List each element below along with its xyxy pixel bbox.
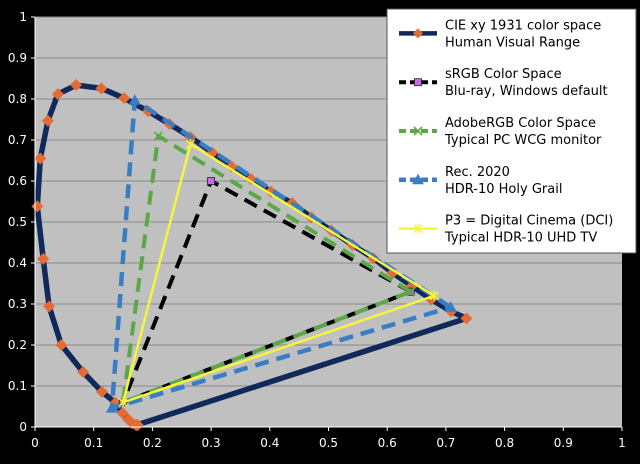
legend: CIE xy 1931 color space Human Visual Rang… (386, 8, 637, 254)
data-point (413, 223, 423, 234)
y-tick-label: 0.4 (8, 256, 27, 270)
data-point (55, 339, 68, 351)
legend-entry-4: P3 = Digital Cinema (DCI) Typical HDR-10 … (399, 214, 613, 246)
legend-label-line: Typical PC WCG monitor (444, 133, 602, 148)
data-point (412, 173, 424, 185)
legend-label-line: Human Visual Range (445, 35, 580, 50)
legend-label-line: AdobeRGB Color Space (445, 116, 596, 131)
data-point (43, 300, 56, 313)
data-point (118, 92, 131, 105)
data-point (41, 114, 54, 127)
data-point (105, 402, 118, 413)
x-tick-label: 0.8 (495, 436, 514, 450)
data-point (460, 312, 473, 325)
x-tick-label: 0 (31, 436, 39, 450)
series-line (121, 142, 435, 404)
data-point (207, 177, 216, 185)
data-point (122, 413, 135, 426)
x-tick-label: 0.6 (378, 436, 397, 450)
legend-entry-2: AdobeRGB Color Space Typical PC WCG monit… (399, 116, 602, 148)
data-point (37, 252, 50, 265)
data-point (95, 82, 108, 95)
data-point (186, 139, 196, 150)
series-line (109, 97, 452, 411)
x-tick-label: 0.3 (202, 436, 221, 450)
y-tick-label: 1 (19, 10, 27, 24)
data-point (429, 290, 439, 301)
data-point (95, 385, 108, 398)
data-point (51, 88, 64, 101)
legend-label-line: Rec. 2020 (445, 165, 510, 180)
x-tick-label: 0.7 (436, 436, 455, 450)
data-point (31, 200, 44, 213)
data-point (153, 131, 163, 141)
series-line (121, 179, 412, 405)
y-tick-label: 0.5 (8, 215, 27, 229)
y-tick-label: 0.8 (8, 92, 27, 106)
data-point (444, 301, 457, 312)
legend-entry-0: CIE xy 1931 color space Human Visual Rang… (399, 18, 601, 50)
data-point (406, 287, 416, 297)
data-point (131, 418, 144, 431)
legend-entry-3: Rec. 2020 HDR-10 Holy Grail (399, 165, 562, 197)
y-tick-label: 0.7 (8, 133, 27, 147)
x-tick-label: 0.9 (554, 436, 573, 450)
data-point-stroke (406, 287, 416, 297)
axis-layer: 0 0.1 0.2 0.3 0.4 0.5 0.6 0.7 0.8 0.9 1 0 0.1 0.2 0.3 0… (8, 10, 626, 450)
legend-label-line: HDR-10 Holy Grail (445, 182, 562, 197)
data-point (245, 172, 258, 185)
data-point (413, 126, 423, 136)
data-point (413, 28, 423, 39)
y-tick-label: 0.1 (8, 379, 27, 393)
x-tick-label: 1 (618, 436, 626, 450)
series-3 (105, 94, 457, 413)
y-tick-label: 0 (19, 420, 27, 434)
legend-entry-1: sRGB Color Space Blu-ray, Windows default (399, 67, 608, 99)
series-4 (118, 139, 439, 408)
y-tick-label: 0.2 (8, 338, 27, 352)
data-point-stroke (153, 131, 163, 141)
legend-label-line: Typical HDR-10 UHD TV (444, 231, 597, 246)
legend-label-line: P3 = Digital Cinema (DCI) (445, 214, 613, 229)
y-tick-label: 0.6 (8, 174, 27, 188)
data-point (116, 407, 129, 420)
legend-label: sRGB Color Space Blu-ray, Windows default (445, 67, 608, 99)
legend-label-line: Blu-ray, Windows default (445, 84, 608, 99)
y-tick-label: 0.9 (8, 51, 27, 65)
x-tick-label: 0.4 (260, 436, 279, 450)
legend-box (386, 8, 637, 254)
data-point (414, 78, 422, 87)
x-tick-label: 0.2 (143, 436, 162, 450)
data-point (34, 152, 47, 165)
data-point (77, 366, 90, 379)
data-point (70, 79, 83, 92)
x-tick-label: 0.5 (319, 436, 338, 450)
data-point-stroke (413, 126, 423, 136)
legend-label: P3 = Digital Cinema (DCI) Typical HDR-10 … (444, 214, 613, 246)
y-tick-label: 0.3 (8, 297, 27, 311)
series-layer (31, 79, 473, 431)
legend-label: Rec. 2020 HDR-10 Holy Grail (445, 165, 562, 197)
legend-label: CIE xy 1931 color space Human Visual Rang… (445, 18, 601, 50)
x-tick-label: 0.1 (84, 436, 103, 450)
data-point (118, 397, 128, 408)
legend-label: AdobeRGB Color Space Typical PC WCG monit… (444, 116, 602, 148)
data-point (128, 94, 141, 105)
series-line (121, 133, 412, 405)
legend-label-line: sRGB Color Space (445, 67, 562, 82)
legend-label-line: CIE xy 1931 color space (445, 18, 601, 33)
